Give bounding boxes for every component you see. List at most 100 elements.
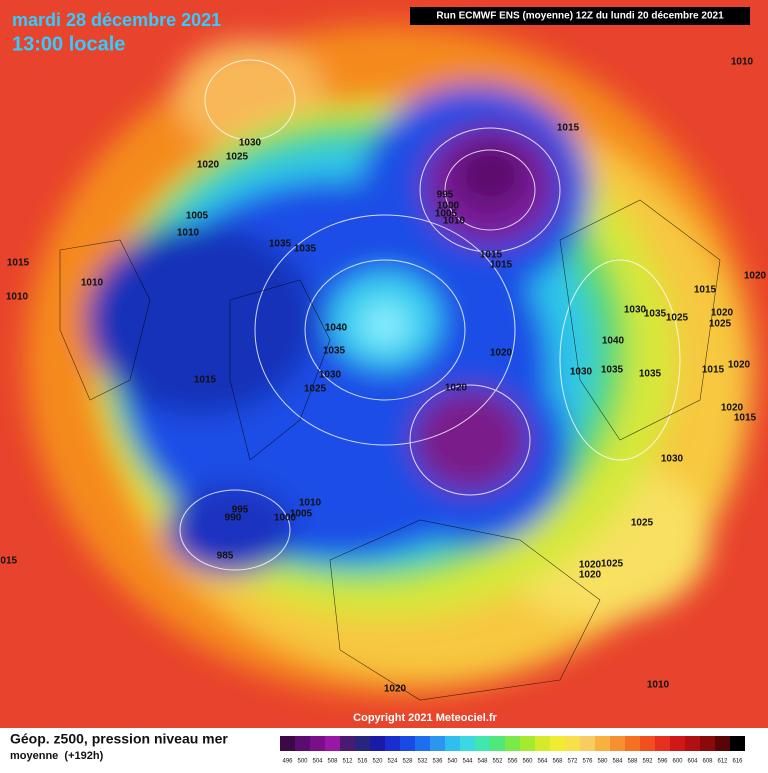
colorbar-swatch <box>370 736 385 751</box>
colorbar-swatch <box>355 736 370 751</box>
colorbar-swatch <box>295 736 310 751</box>
colorbar-label: 504 <box>312 759 323 765</box>
pressure-label: 1020 <box>579 570 602 581</box>
pressure-label: 1020 <box>490 348 513 359</box>
colorbar-label: 576 <box>582 759 593 765</box>
legend-title: Géop. z500, pression niveau mer <box>10 731 228 747</box>
legend-subtitle: moyenne (+192h) <box>10 750 104 762</box>
pressure-label: 995 <box>232 505 249 516</box>
pressure-label: 1010 <box>299 498 322 509</box>
pressure-label: 1015 <box>0 556 18 567</box>
copyright: Copyright 2021 Meteociel.fr <box>353 712 497 724</box>
pressure-label: 995 <box>437 190 454 201</box>
colorbar-swatch <box>520 736 535 751</box>
colorbar-label: 556 <box>507 759 518 765</box>
colorbar-swatch <box>280 736 295 751</box>
pressure-label: 1020 <box>445 383 468 394</box>
colorbar-swatch <box>730 736 745 751</box>
pressure-label: 1025 <box>631 518 654 529</box>
colorbar-label: 508 <box>327 759 338 765</box>
pressure-label: 1025 <box>601 559 624 570</box>
colorbar-swatch <box>685 736 700 751</box>
colorbar-label: 540 <box>447 759 458 765</box>
colorbar-label: 552 <box>492 759 503 765</box>
pressure-label: 1020 <box>728 360 751 371</box>
pressure-label: 1030 <box>624 305 647 316</box>
colorbar-label: 544 <box>462 759 473 765</box>
colorbar-label: 612 <box>717 759 728 765</box>
pressure-label: 1020 <box>579 560 602 571</box>
colorbar-swatch <box>670 736 685 751</box>
colorbar-label: 600 <box>672 759 683 765</box>
colorbar-swatch <box>445 736 460 751</box>
colorbar-swatch <box>550 736 565 751</box>
pressure-label: 1025 <box>709 319 732 330</box>
time-title: 13:00 locale <box>12 33 125 55</box>
colorbar-label: 520 <box>372 759 383 765</box>
pressure-label: 1005 <box>290 509 313 520</box>
colorbar-swatch <box>580 736 595 751</box>
colorbar-label: 524 <box>387 759 398 765</box>
colorbar-label: 584 <box>612 759 623 765</box>
pressure-label: 1000 <box>437 201 460 212</box>
colorbar-label: 496 <box>282 759 293 765</box>
pressure-label: 1015 <box>734 413 757 424</box>
date-title: mardi 28 décembre 2021 <box>12 10 221 30</box>
pressure-label: 1025 <box>304 384 327 395</box>
pressure-label: 985 <box>217 551 234 562</box>
pressure-label: 1035 <box>644 309 667 320</box>
colorbar-swatch <box>700 736 715 751</box>
run-info: Run ECMWF ENS (moyenne) 12Z du lundi 20 … <box>436 11 724 22</box>
pressure-label: 1010 <box>177 228 200 239</box>
colorbar-swatch <box>655 736 670 751</box>
pressure-label: 1020 <box>384 684 407 695</box>
pressure-label: 1015 <box>490 260 513 271</box>
colorbar-label: 592 <box>642 759 653 765</box>
pressure-label: 1010 <box>6 292 29 303</box>
pressure-label: 1035 <box>639 369 662 380</box>
pressure-label: 1035 <box>601 365 624 376</box>
colorbar-label: 604 <box>687 759 698 765</box>
colorbar-label: 588 <box>627 759 638 765</box>
pressure-label: 1025 <box>226 152 249 163</box>
pressure-label: 1025 <box>666 313 689 324</box>
pressure-label: 1030 <box>319 370 342 381</box>
run-box <box>410 7 750 25</box>
colorbar-swatch <box>610 736 625 751</box>
pressure-label: 1010 <box>647 680 670 691</box>
colorbar-swatch <box>505 736 520 751</box>
colorbar-swatch <box>490 736 505 751</box>
pressure-label: 1015 <box>194 375 217 386</box>
colorbar-label: 500 <box>297 759 308 765</box>
pressure-label: 1030 <box>239 138 262 149</box>
pressure-label: 1010 <box>443 216 466 227</box>
pressure-label: 1005 <box>186 211 209 222</box>
pressure-label: 1010 <box>81 278 104 289</box>
colorbar-label: 564 <box>537 759 548 765</box>
pressure-label: 1035 <box>269 239 292 250</box>
colorbar-swatch <box>535 736 550 751</box>
colorbar-label: 572 <box>567 759 578 765</box>
pressure-label: 990 <box>225 513 242 524</box>
colorbar: 496 500 504 508 512 516 520 524 528 532 536 540 544 5… <box>280 736 745 765</box>
colorbar-label: 512 <box>342 759 353 765</box>
pressure-label: 1015 <box>694 285 717 296</box>
colorbar-label: 516 <box>357 759 368 765</box>
pressure-label: 1030 <box>570 367 593 378</box>
pressure-label: 1000 <box>274 513 297 524</box>
colorbar-swatch <box>385 736 400 751</box>
colorbar-label: 616 <box>732 759 743 765</box>
colorbar-swatch <box>640 736 655 751</box>
colorbar-swatch <box>625 736 640 751</box>
map: 1010101510301025102099510001005101010051… <box>0 0 768 728</box>
pressure-label: 1040 <box>602 336 625 347</box>
colorbar-swatch <box>310 736 325 751</box>
colorbar-swatch <box>325 736 340 751</box>
colorbar-label: 596 <box>657 759 668 765</box>
pressure-label: 1010 <box>731 57 754 68</box>
pressure-label: 1020 <box>197 160 220 171</box>
colorbar-label: 580 <box>597 759 608 765</box>
colorbar-swatch <box>340 736 355 751</box>
colorbar-label: 560 <box>522 759 533 765</box>
